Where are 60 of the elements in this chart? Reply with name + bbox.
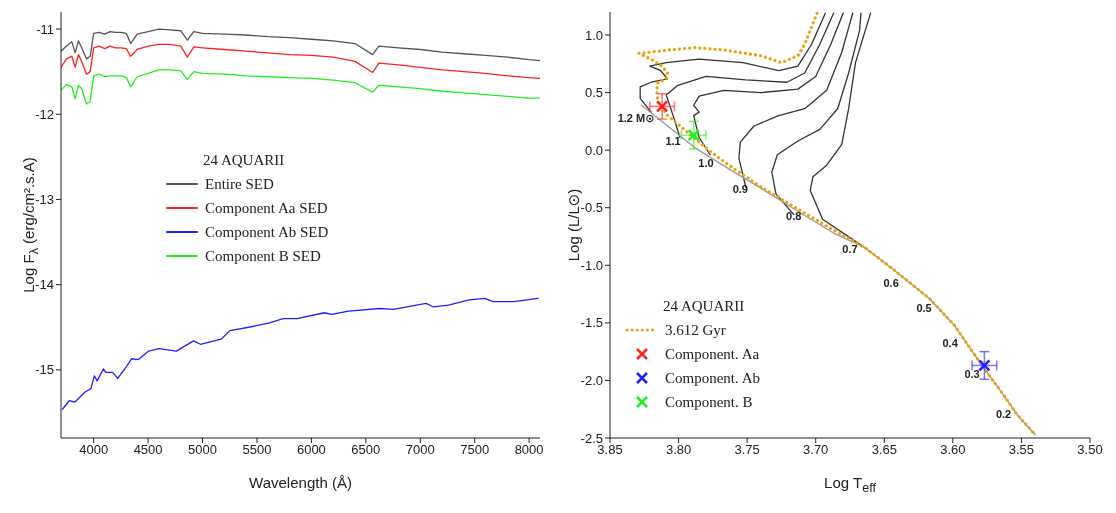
legend-title: 24 AQUARII: [202, 151, 286, 170]
annotation: 0.7: [842, 243, 858, 256]
x-tick-label: 3.50: [1077, 442, 1103, 458]
y-tick-label: -13: [35, 192, 54, 208]
line-series: [61, 28, 540, 62]
annotation: 0.2: [995, 407, 1012, 420]
annotation: 0.9: [732, 183, 748, 196]
line-series: [637, 12, 1037, 437]
x-tick-label: 8000: [514, 442, 544, 458]
y-tick-label: -1.5: [580, 315, 603, 331]
line-series: [61, 69, 540, 105]
annotation: 1.0: [698, 156, 714, 169]
x-tick-label: 3.80: [665, 442, 692, 458]
annotation: 1.1: [665, 135, 681, 148]
x-tick-label: 3.55: [1008, 442, 1035, 458]
legend-label: Entire SED: [205, 175, 274, 194]
y-tick-label: -12: [35, 106, 54, 122]
annotation: 0.8: [786, 209, 802, 222]
y-tick-label: -11: [36, 21, 54, 37]
x-axis-title: Wavelength (Å): [248, 474, 353, 491]
line-series: [61, 297, 539, 410]
legend-label: Component Aa SED: [205, 199, 328, 218]
line-series: [665, 12, 835, 139]
x-tick-label: 6500: [351, 442, 381, 458]
line-series: [639, 12, 826, 113]
legend-title: 24 AQUARII: [662, 297, 746, 316]
x-tick-label: 4000: [79, 442, 109, 458]
y-axis-title: Log (L/L⊙): [565, 188, 582, 262]
legend-label: Component Ab SED: [205, 223, 329, 242]
x-tick-label: 4500: [133, 442, 163, 458]
legend-label: Component. B: [665, 393, 753, 412]
x-tick-label: 3.75: [734, 442, 760, 458]
x-axis-title: Log T$_{eff}$: [823, 474, 877, 495]
y-tick-label: -2.0: [580, 373, 603, 389]
x-tick-label: 5500: [242, 442, 272, 458]
x-tick-label: 6000: [296, 442, 326, 458]
x-tick-label: 7500: [460, 442, 490, 458]
y-tick-label: -1.0: [580, 257, 603, 273]
y-tick-label: -15: [35, 362, 54, 378]
annotation: 0.6: [883, 276, 899, 289]
x-tick-label: 3.70: [803, 442, 829, 458]
x-tick-label: 3.65: [871, 442, 897, 458]
legend-label: Component B SED: [205, 247, 321, 266]
legend-label: Component. Aa: [665, 345, 760, 364]
legend-label: Component. Ab: [665, 369, 761, 388]
annotation: 1.2 M⊙: [617, 111, 655, 124]
annotation: 0.5: [916, 301, 932, 314]
line-series: [61, 43, 540, 80]
x-tick-label: 5000: [188, 442, 217, 458]
annotation: 0.4: [942, 336, 959, 349]
y-tick-label: -14: [35, 277, 54, 293]
y-tick-label: 0.5: [584, 85, 603, 101]
legend-label: 3.612 Gyr: [665, 321, 726, 340]
annotation: 0.3: [964, 367, 980, 380]
line-series: [693, 12, 844, 156]
y-tick-label: 1.0: [584, 27, 603, 43]
y-tick-label: -0.5: [580, 200, 603, 216]
x-tick-label: 7000: [405, 442, 435, 458]
x-tick-label: 3.60: [940, 442, 966, 458]
y-tick-label: 0.0: [584, 142, 603, 158]
